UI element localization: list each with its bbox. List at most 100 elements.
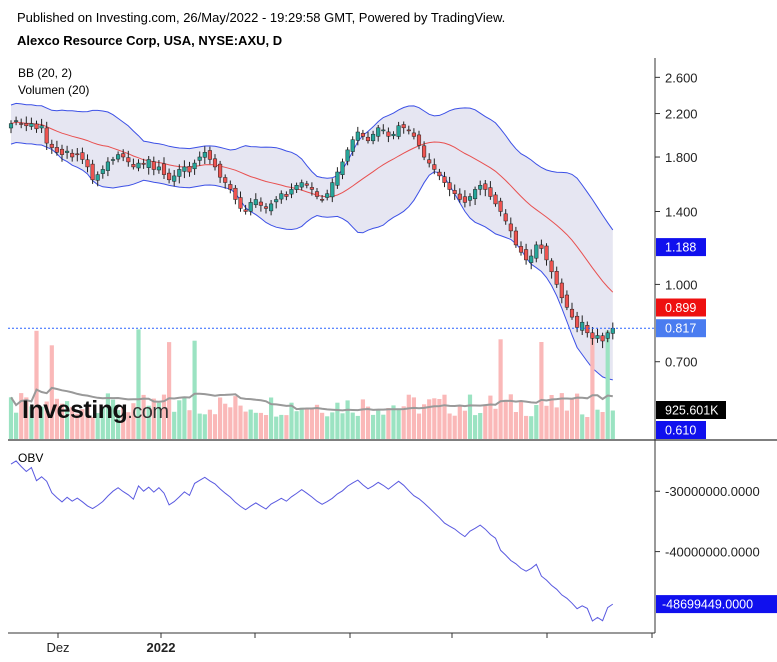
volume-bar	[269, 397, 274, 439]
x-tick-label: 2022	[147, 640, 176, 655]
x-tick-label: Dez	[46, 640, 69, 655]
candle-body	[44, 127, 49, 144]
candle	[549, 258, 554, 279]
candle-body	[467, 196, 473, 201]
candle	[564, 290, 569, 311]
candle	[131, 158, 136, 170]
volume-bar	[493, 408, 498, 439]
candle-body	[437, 171, 442, 177]
candle-body	[279, 193, 284, 200]
candle	[24, 116, 29, 132]
volume-bar	[187, 410, 192, 439]
volume-bars	[8, 329, 615, 439]
candle-body	[29, 123, 34, 127]
candle-body	[314, 191, 320, 197]
candle-body	[529, 255, 534, 263]
bb-indicator-label[interactable]: BB (20, 2)	[18, 66, 73, 80]
volume-bar	[110, 399, 116, 439]
candle-body	[524, 249, 529, 261]
candle-body	[432, 164, 437, 170]
candle	[105, 157, 110, 177]
candle-body	[207, 150, 212, 160]
obv-y-tick-label: -30000000.0000	[665, 484, 760, 499]
y-tick-label: 2.600	[665, 70, 698, 85]
candle	[151, 156, 156, 176]
candle	[248, 198, 253, 216]
candle-body	[350, 139, 355, 152]
volume-bar	[192, 340, 197, 439]
volume-bar	[483, 405, 488, 439]
volume-bar	[126, 412, 131, 439]
volume-ma-line	[10, 386, 613, 412]
volume-bar	[248, 409, 253, 439]
candle-body	[600, 335, 605, 342]
volume-bar	[391, 405, 396, 439]
obv-indicator-label[interactable]: OBV	[18, 451, 44, 465]
candle	[197, 151, 202, 166]
price-badge-bg	[656, 421, 706, 439]
obv-line	[10, 460, 614, 622]
candle	[212, 154, 218, 171]
candle-body	[391, 133, 396, 137]
volume-bar	[452, 415, 457, 439]
candle	[539, 239, 544, 254]
price-badge: 925.601K	[656, 401, 726, 419]
volume-bar	[202, 414, 207, 439]
candle-body	[238, 197, 243, 209]
candle-body	[559, 282, 564, 299]
bb-fill	[11, 103, 613, 380]
candle	[314, 188, 320, 200]
candle-body	[605, 332, 610, 339]
candle	[228, 180, 233, 194]
volume-bar	[212, 414, 218, 439]
volume-bar	[172, 411, 177, 439]
candle-body	[167, 172, 172, 181]
volume-bar	[44, 401, 49, 439]
candle	[376, 125, 381, 142]
candle-body	[228, 184, 233, 190]
candle	[80, 147, 85, 164]
candle	[580, 315, 585, 335]
candle	[554, 266, 559, 288]
candle	[95, 171, 100, 187]
volume-bar	[488, 395, 493, 439]
volume-bar	[595, 409, 600, 439]
candle	[386, 127, 391, 143]
candle	[575, 311, 580, 333]
candle	[529, 249, 534, 270]
candle-body	[85, 159, 90, 168]
candle	[44, 121, 49, 150]
candle-body	[105, 161, 110, 171]
candle	[233, 185, 238, 205]
candle-body	[233, 187, 238, 200]
candle	[156, 160, 161, 174]
price-badge-label: 1.188	[665, 241, 696, 255]
volume-bar	[381, 414, 386, 439]
volume-bar	[442, 394, 447, 439]
volume-bar	[167, 342, 172, 439]
candle	[182, 160, 187, 179]
volume-bar	[90, 417, 95, 439]
candle	[187, 161, 192, 177]
volume-bar	[59, 403, 65, 439]
candle-body	[294, 185, 299, 190]
candle-body	[59, 148, 65, 155]
bb-upper-line	[10, 102, 614, 231]
candle	[518, 241, 524, 256]
candle	[595, 328, 600, 343]
volume-bar	[569, 398, 575, 439]
candle-body	[325, 193, 330, 198]
volume-bar	[350, 412, 355, 439]
candle	[365, 131, 371, 144]
volume-indicator-label[interactable]: Volumen (20)	[18, 83, 90, 97]
candle-body	[381, 129, 386, 132]
volume-bar	[100, 406, 105, 439]
candle-body	[19, 123, 24, 125]
volume-bar	[580, 414, 585, 439]
volume-bar	[80, 409, 85, 439]
volume-bar	[24, 397, 29, 439]
logo-suffix: .com	[127, 401, 169, 423]
volume-bar	[218, 397, 223, 439]
candle	[70, 149, 75, 162]
obv-last-badge-bg	[656, 595, 777, 614]
